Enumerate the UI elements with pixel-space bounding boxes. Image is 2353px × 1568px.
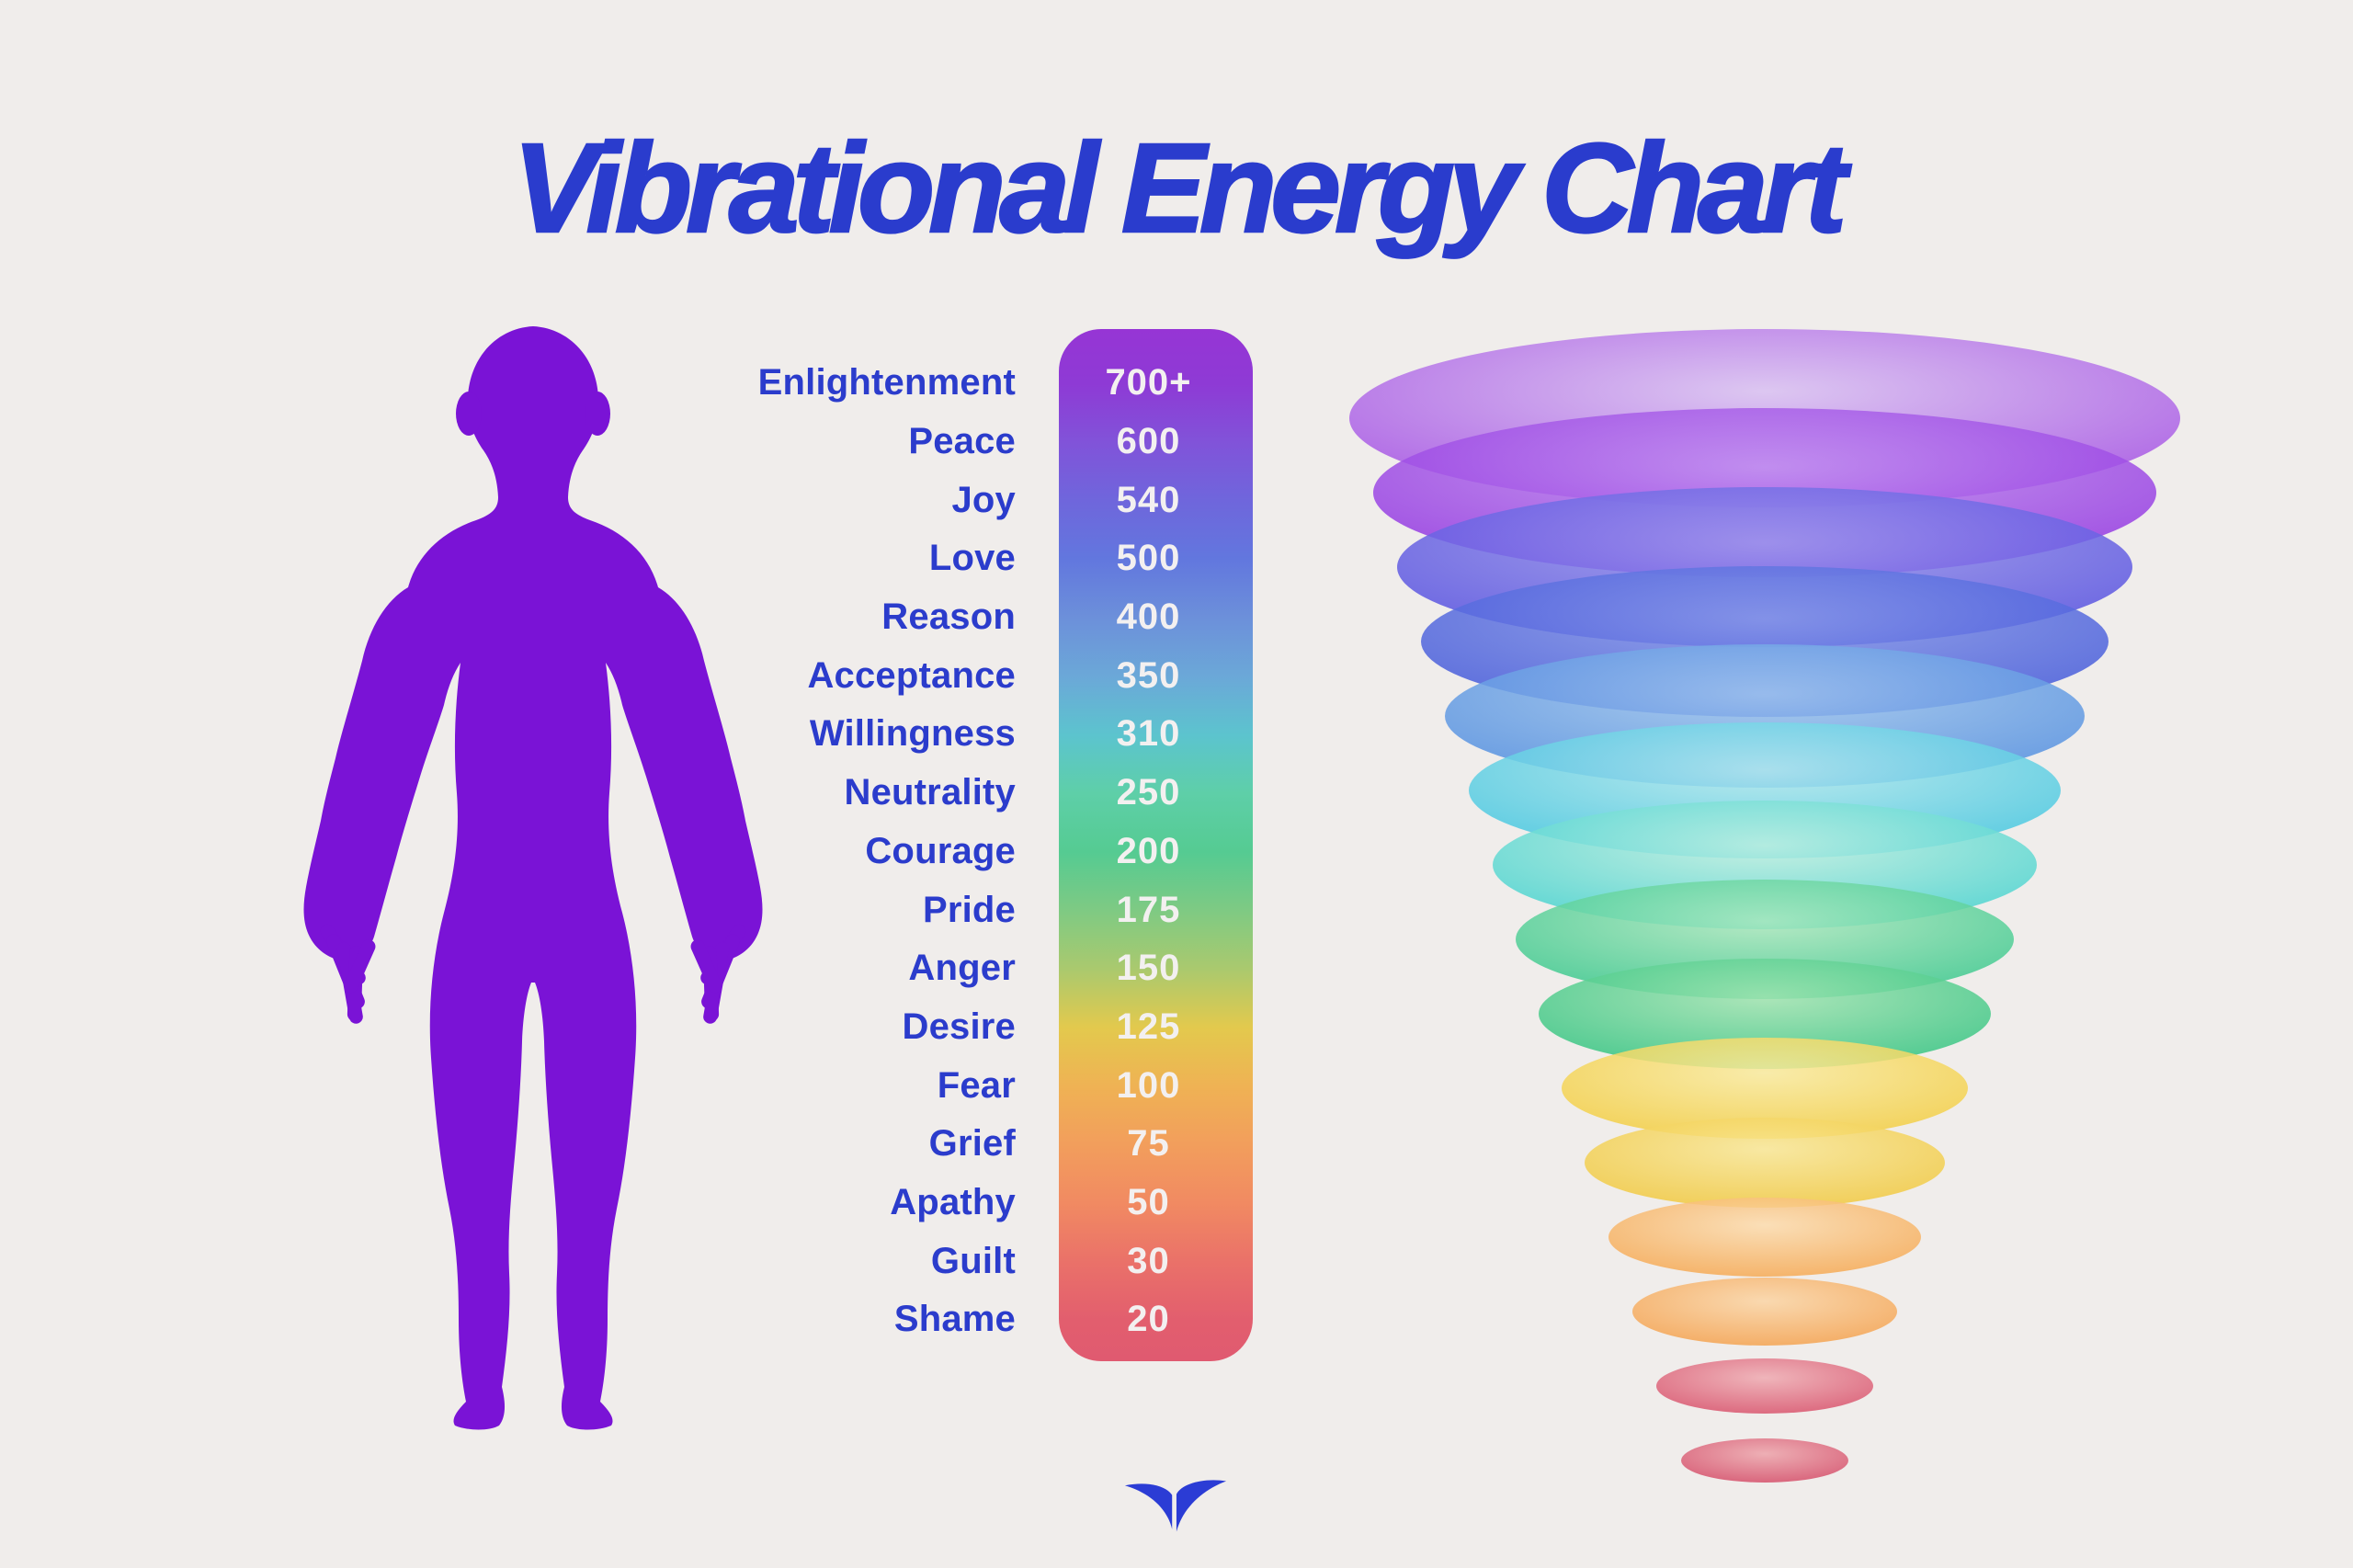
level-value: 100 <box>1116 1064 1181 1106</box>
level-value-row: 200 <box>1059 823 1253 881</box>
level-label: Guilt <box>930 1240 1016 1281</box>
level-row: Acceptance <box>551 646 1016 705</box>
level-row: Enlightenment <box>551 354 1016 413</box>
level-label: Joy <box>951 479 1016 520</box>
level-row: Apathy <box>551 1174 1016 1233</box>
level-value: 400 <box>1116 597 1181 638</box>
funnel-ring <box>1539 959 1991 1069</box>
level-row: Neutrality <box>551 764 1016 823</box>
level-value-row: 100 <box>1059 1056 1253 1115</box>
level-value-row: 75 <box>1059 1115 1253 1174</box>
level-label: Pride <box>922 889 1016 930</box>
level-value-row: 30 <box>1059 1232 1253 1290</box>
level-value-row: 700+ <box>1059 354 1253 413</box>
level-row: Courage <box>551 823 1016 881</box>
level-label: Courage <box>865 830 1016 871</box>
energy-vortex-funnel <box>1349 329 2180 1483</box>
funnel-ring <box>1632 1278 1897 1346</box>
level-value-row: 310 <box>1059 705 1253 764</box>
level-label: Fear <box>937 1064 1016 1106</box>
level-label: Willingness <box>809 713 1016 755</box>
level-row: Love <box>551 529 1016 588</box>
level-value: 150 <box>1116 948 1181 989</box>
level-value: 125 <box>1116 1006 1181 1047</box>
level-value: 700+ <box>1105 362 1192 403</box>
level-value-row: 600 <box>1059 413 1253 472</box>
level-value: 175 <box>1116 889 1181 930</box>
level-value: 250 <box>1116 772 1181 813</box>
level-value-row: 125 <box>1059 998 1253 1057</box>
level-value-row: 20 <box>1059 1290 1253 1349</box>
page-title: Vibrational Energy Chart <box>511 118 1847 260</box>
thumb-shape <box>690 939 722 994</box>
level-value-row: 400 <box>1059 588 1253 647</box>
level-value: 500 <box>1116 538 1181 579</box>
level-row: Willingness <box>551 705 1016 764</box>
level-value: 350 <box>1116 654 1181 696</box>
level-value: 50 <box>1127 1181 1170 1222</box>
level-label: Anger <box>908 948 1016 989</box>
brand-wings-logo-icon <box>1124 1480 1227 1532</box>
level-row: Joy <box>551 471 1016 529</box>
funnel-ring <box>1681 1438 1848 1483</box>
level-value-row: 150 <box>1059 939 1253 998</box>
level-row: Pride <box>551 881 1016 939</box>
level-row: Desire <box>551 998 1016 1057</box>
level-label: Neutrality <box>844 772 1016 813</box>
level-value: 20 <box>1127 1299 1170 1340</box>
level-value-row: 500 <box>1059 529 1253 588</box>
level-row: Fear <box>551 1056 1016 1115</box>
level-row: Guilt <box>551 1232 1016 1290</box>
level-label: Apathy <box>890 1181 1016 1222</box>
funnel-ring <box>1608 1198 1921 1277</box>
level-row: Shame <box>551 1290 1016 1349</box>
level-value: 200 <box>1116 830 1181 871</box>
level-value-row: 175 <box>1059 881 1253 939</box>
level-row: Anger <box>551 939 1016 998</box>
level-row: Reason <box>551 588 1016 647</box>
level-label: Desire <box>902 1006 1016 1047</box>
level-label: Love <box>928 538 1016 579</box>
level-row: Peace <box>551 413 1016 472</box>
level-label: Peace <box>908 421 1016 462</box>
level-value-row: 350 <box>1059 646 1253 705</box>
level-value: 540 <box>1116 479 1181 520</box>
vibration-scale-bar: 700+ 600 540 500 400 350 310 250 200 175 150 125 100… <box>1059 329 1253 1361</box>
logo-right-wing <box>1176 1480 1227 1532</box>
human-silhouette <box>303 326 763 1430</box>
level-value-row: 50 <box>1059 1174 1253 1233</box>
level-value: 30 <box>1127 1240 1170 1281</box>
level-value: 75 <box>1127 1123 1170 1165</box>
level-label: Acceptance <box>807 654 1016 696</box>
logo-left-wing <box>1124 1483 1173 1529</box>
emotion-labels-column: Enlightenment Peace Joy Love Reason Acceptanc… <box>551 329 1016 1361</box>
funnel-ring <box>1562 1038 1968 1139</box>
level-value-row: 250 <box>1059 764 1253 823</box>
level-label: Shame <box>893 1299 1016 1340</box>
level-row: Grief <box>551 1115 1016 1174</box>
body-half-path <box>533 326 763 1430</box>
level-value: 310 <box>1116 713 1181 755</box>
level-value: 600 <box>1116 421 1181 462</box>
level-label: Reason <box>881 597 1016 638</box>
level-value-row: 540 <box>1059 471 1253 529</box>
funnel-ring <box>1656 1358 1873 1414</box>
ear-shape <box>585 392 610 436</box>
funnel-ring <box>1585 1118 1945 1208</box>
level-label: Enlightenment <box>757 362 1016 403</box>
level-label: Grief <box>928 1123 1016 1165</box>
